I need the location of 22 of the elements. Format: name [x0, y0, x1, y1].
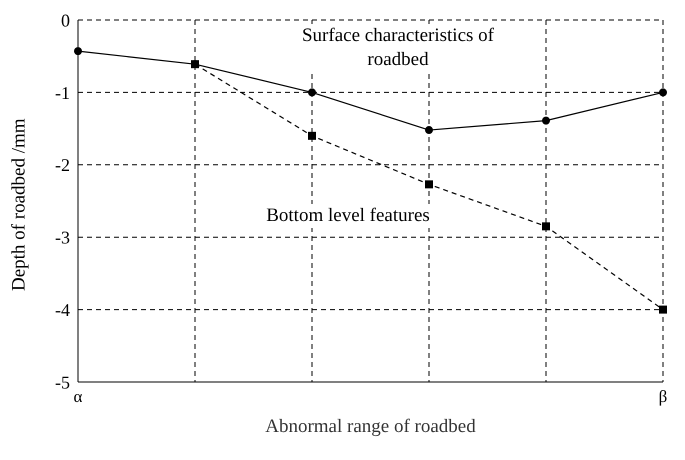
- point: [74, 47, 82, 56]
- y-tick-label: -5: [55, 372, 70, 392]
- y-axis-title: Depth of roadbed /mm: [8, 118, 30, 291]
- point: [308, 132, 316, 140]
- point: [425, 126, 433, 134]
- point: [659, 88, 667, 96]
- y-tick-label: -4: [55, 300, 70, 320]
- x-tick-label: β: [658, 387, 668, 406]
- point: [542, 222, 550, 230]
- series-label: Bottom level features: [248, 204, 448, 228]
- y-tick-label: -1: [55, 82, 70, 103]
- point: [308, 88, 316, 96]
- point: [425, 180, 433, 188]
- y-tick-label: -2: [55, 155, 70, 176]
- point: [659, 306, 667, 314]
- series-label: Surface characteristics of roadbed: [298, 24, 498, 72]
- y-tick-label: 0: [61, 10, 70, 30]
- y-tick-label: -3: [55, 228, 70, 248]
- point: [191, 60, 199, 68]
- point: [542, 116, 550, 125]
- x-axis-title: Abnormal range of roadbed: [265, 416, 476, 437]
- x-tick-label: α: [74, 387, 83, 406]
